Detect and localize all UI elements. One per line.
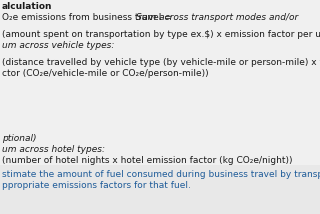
Text: ctor (CO₂e/vehicle-mile or CO₂e/person-mile)): ctor (CO₂e/vehicle-mile or CO₂e/person-m… — [2, 69, 209, 78]
Text: alculation: alculation — [2, 2, 52, 11]
Bar — [0, 165, 320, 214]
Text: um across vehicle types:: um across vehicle types: — [2, 41, 114, 50]
Text: (amount spent on transportation by type ex.$) x emission factor per unit: (amount spent on transportation by type … — [2, 30, 320, 39]
Text: Sum across transport modes and/or: Sum across transport modes and/or — [136, 13, 298, 22]
Text: (number of hotel nights x hotel emission factor (kg CO₂e/night)): (number of hotel nights x hotel emission… — [2, 156, 292, 165]
Text: um across hotel types:: um across hotel types: — [2, 145, 105, 154]
Text: ptional): ptional) — [2, 134, 36, 143]
Text: O₂e emissions from business travel =: O₂e emissions from business travel = — [2, 13, 175, 22]
Text: stimate the amount of fuel consumed during business travel by transport: stimate the amount of fuel consumed duri… — [2, 170, 320, 179]
Text: (distance travelled by vehicle type (by vehicle-mile or person-mile) x vehi: (distance travelled by vehicle type (by … — [2, 58, 320, 67]
Text: ppropriate emissions factors for that fuel.: ppropriate emissions factors for that fu… — [2, 181, 191, 190]
